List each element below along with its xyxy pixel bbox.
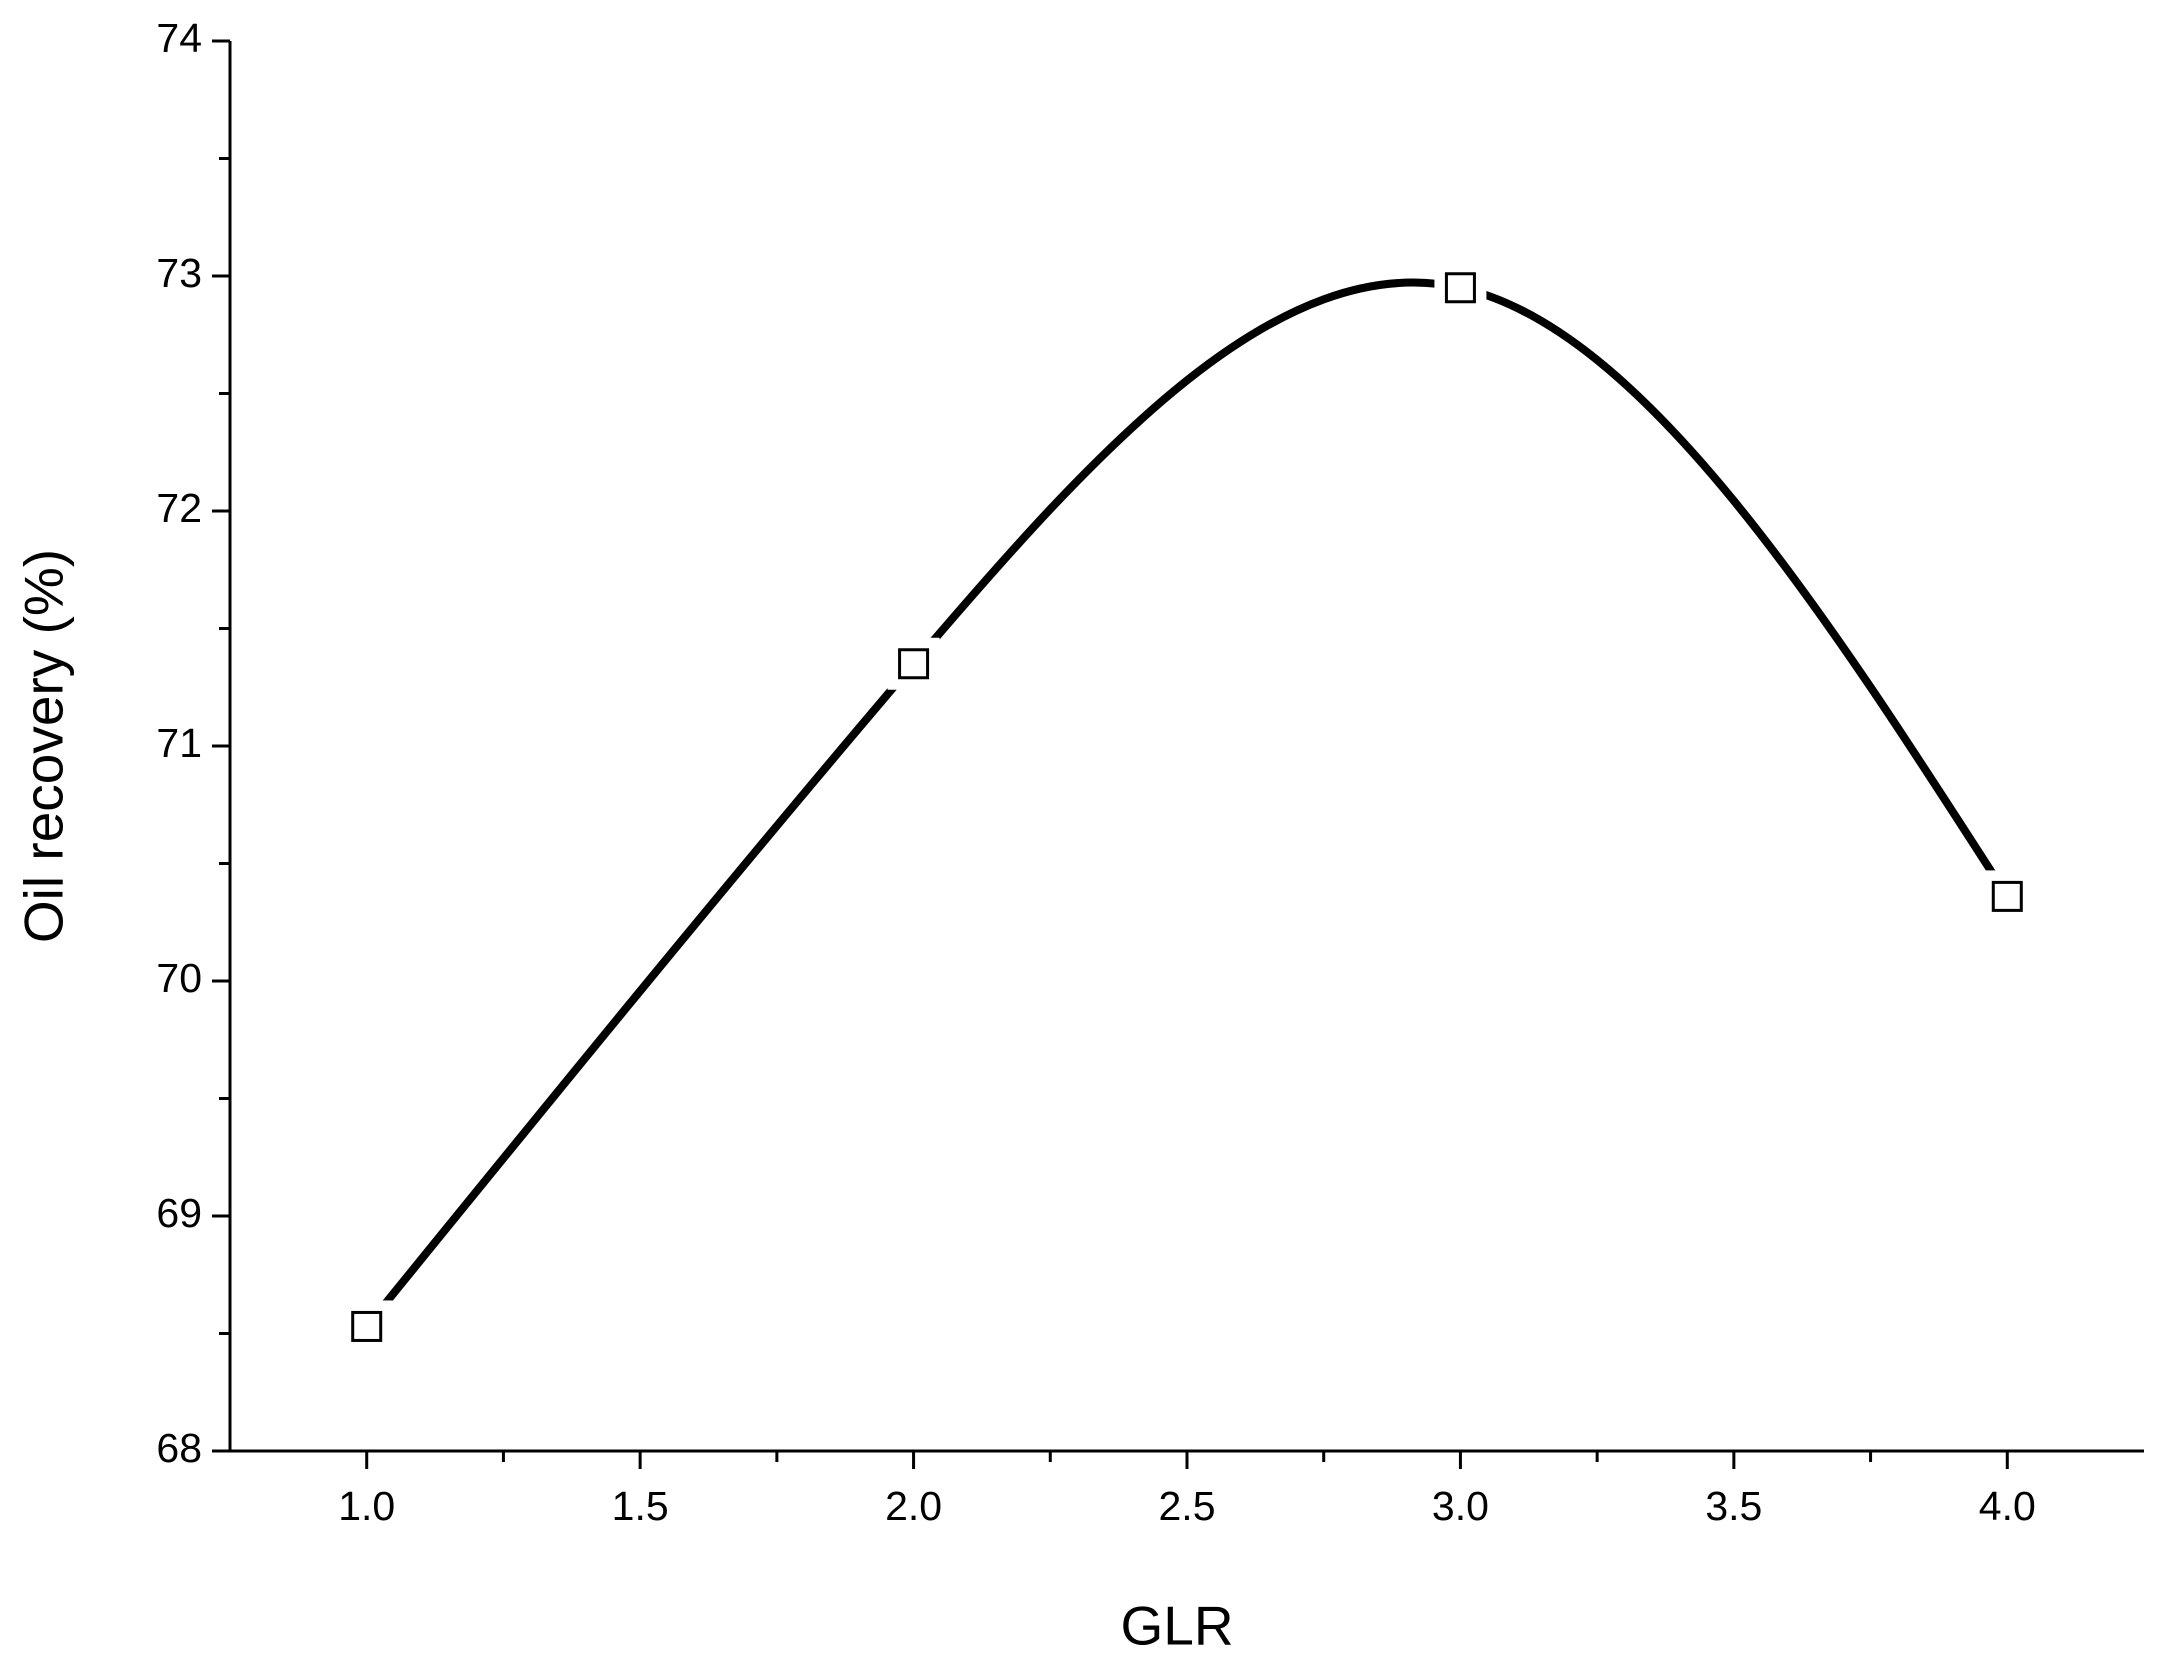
x-tick-label: 3.5 xyxy=(1705,1483,1762,1529)
y-tick-label: 73 xyxy=(156,250,202,296)
x-tick-label: 4.0 xyxy=(1979,1483,2036,1529)
marker xyxy=(1444,272,1476,304)
x-tick-label: 3.0 xyxy=(1432,1483,1489,1529)
x-tick-label: 1.0 xyxy=(338,1483,395,1529)
y-tick-label: 68 xyxy=(156,1425,202,1471)
x-tick-label: 2.0 xyxy=(885,1483,942,1529)
x-axis-title: GLR xyxy=(1120,1595,1233,1657)
y-tick-label: 74 xyxy=(156,15,202,61)
marker xyxy=(1991,880,2023,912)
y-tick-label: 71 xyxy=(156,720,202,766)
y-tick-label: 70 xyxy=(156,955,202,1001)
y-tick-label: 69 xyxy=(156,1190,202,1236)
y-axis-title: Oil recovery (%) xyxy=(13,549,75,943)
marker xyxy=(351,1310,383,1342)
y-tick-label: 72 xyxy=(156,485,202,531)
marker xyxy=(898,648,930,680)
line xyxy=(362,278,2012,1331)
x-tick-label: 1.5 xyxy=(612,1483,669,1529)
x-tick-label: 2.5 xyxy=(1159,1483,1216,1529)
